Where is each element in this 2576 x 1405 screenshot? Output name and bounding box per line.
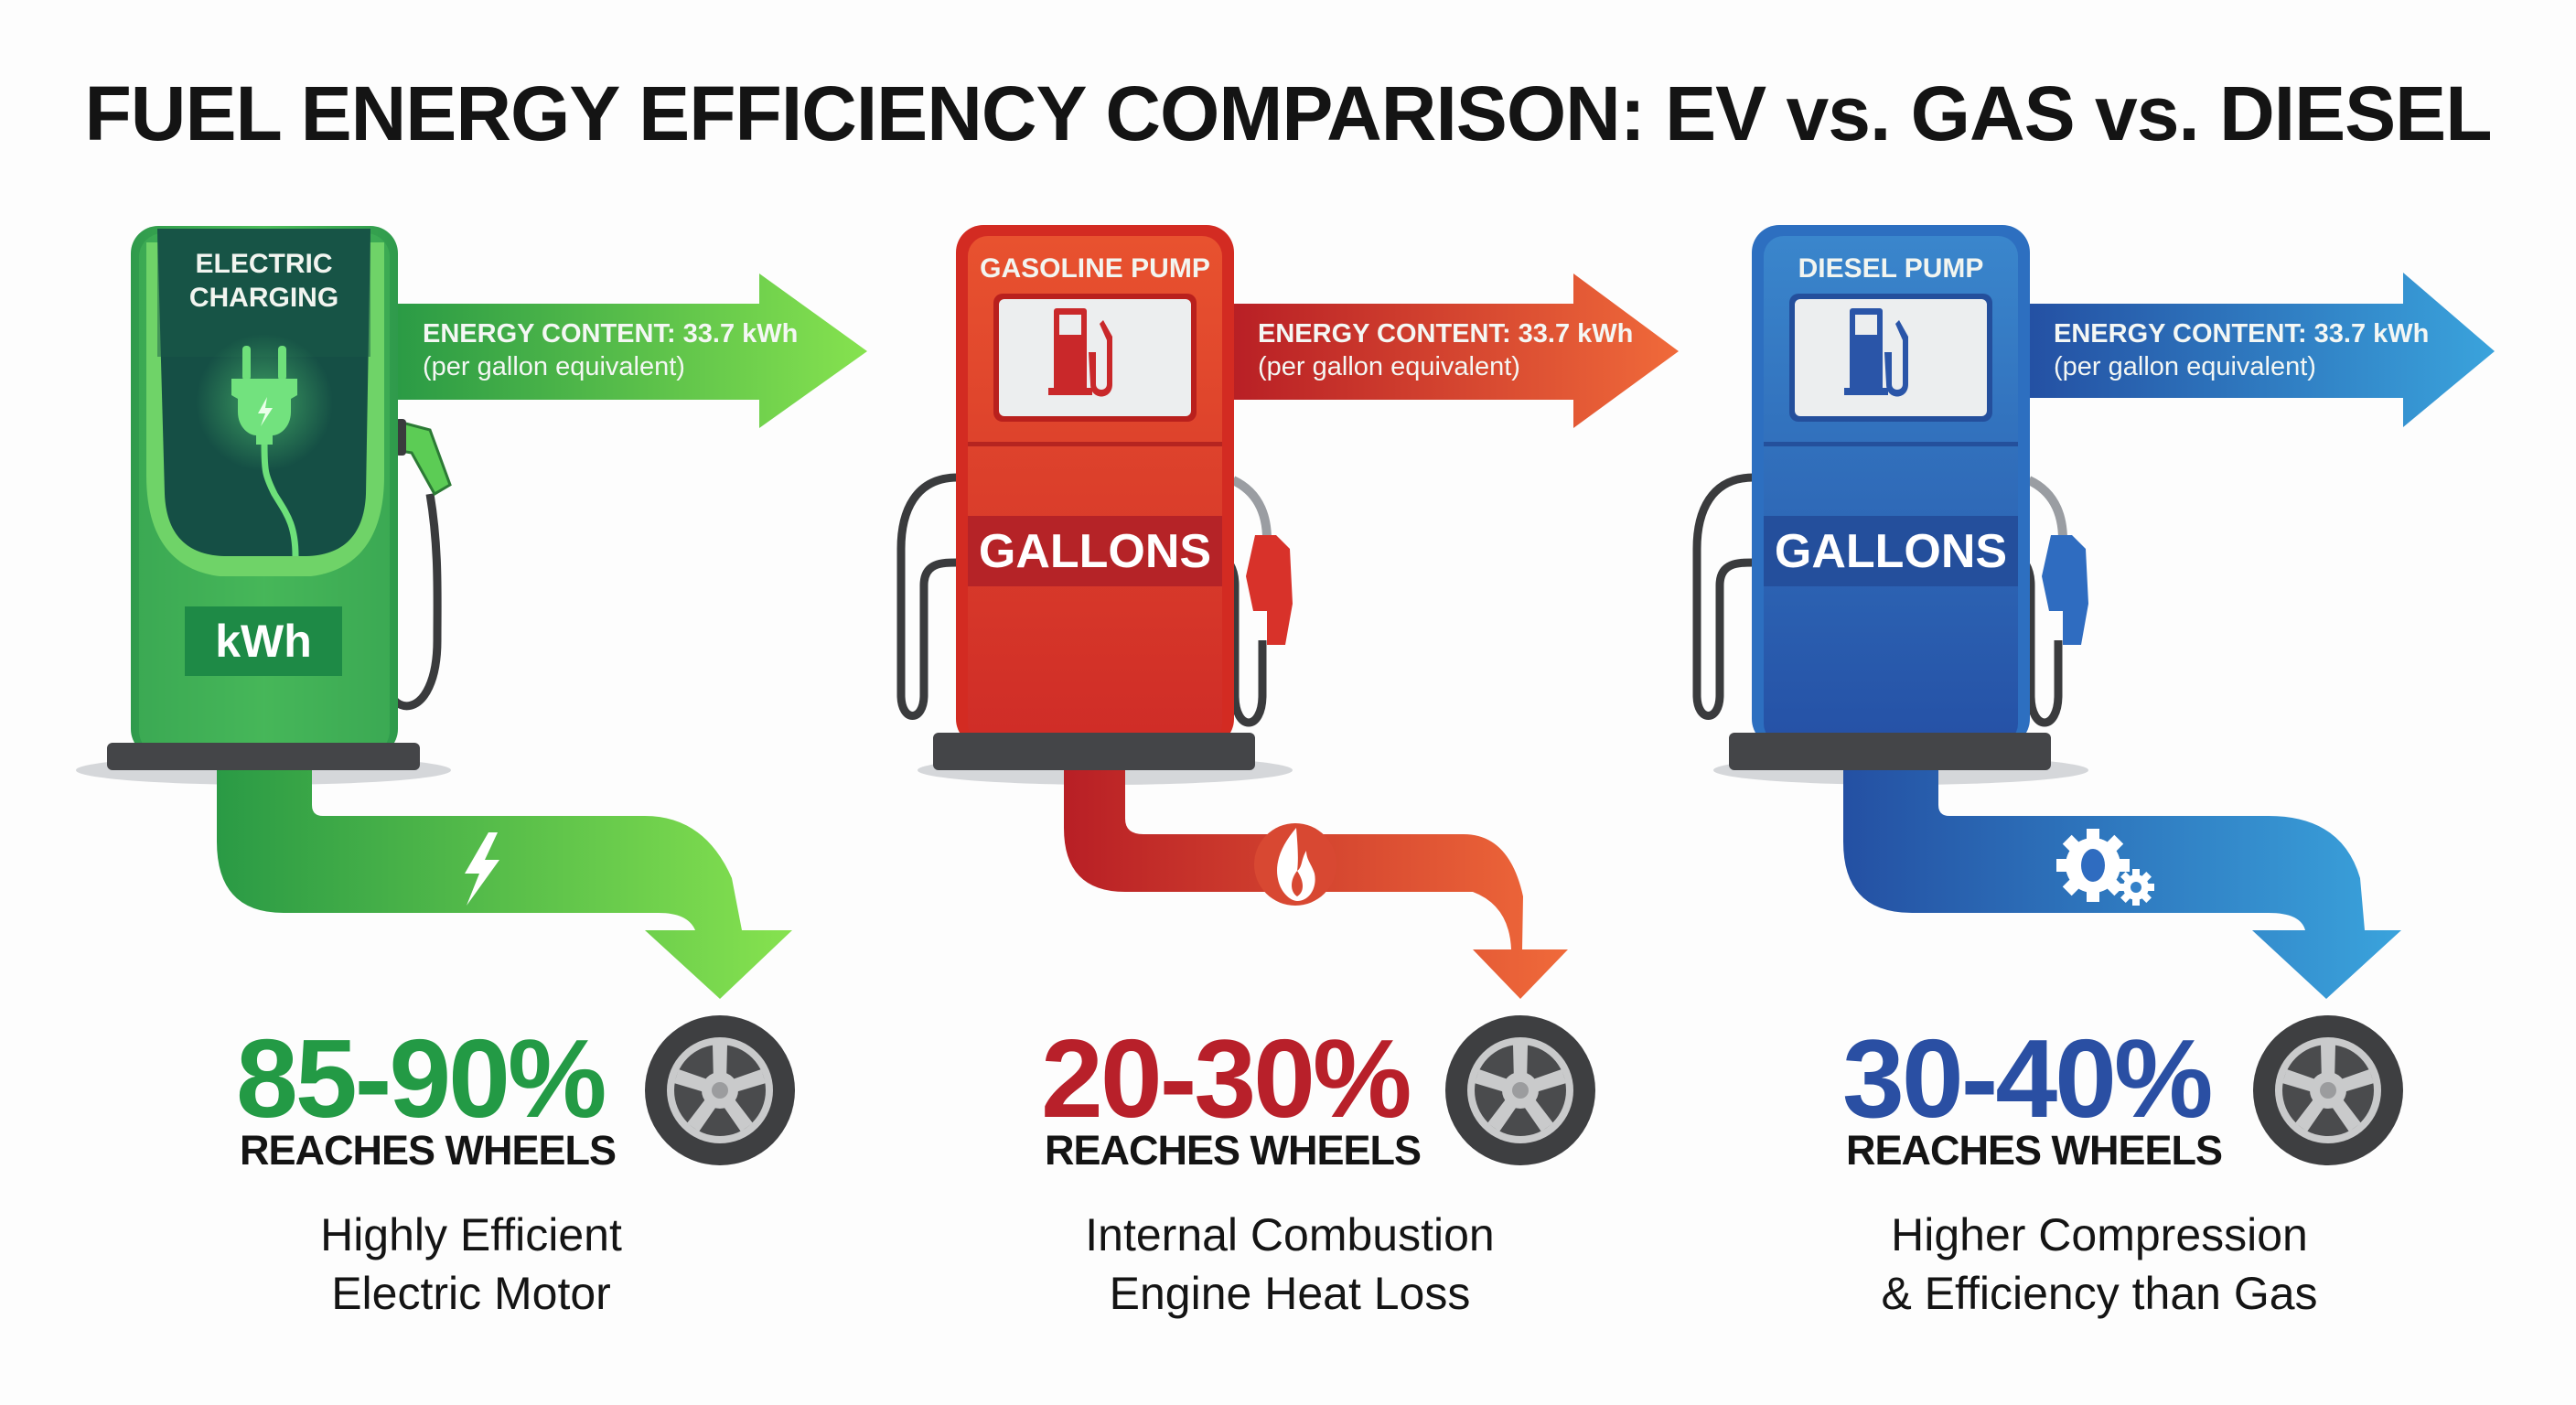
gas-description: Internal Combustion Engine Heat Loss: [1015, 1206, 1564, 1323]
diesel-energy-line1: ENERGY CONTENT: 33.7 kWh: [2054, 319, 2430, 349]
diesel-energy-line2: (per gallon equivalent): [2054, 352, 2316, 381]
ev-charging-station: [76, 226, 867, 1165]
ev-pump-label: ELECTRIC CHARGING: [157, 247, 370, 315]
ev-pump-label-line1: ELECTRIC: [195, 249, 333, 279]
diesel-wheel-icon: [2253, 1015, 2403, 1165]
gas-wheel-icon: [1445, 1015, 1595, 1165]
gas-energy-line1: ENERGY CONTENT: 33.7 kWh: [1258, 319, 1634, 349]
ev-flow-arrow: [217, 770, 792, 999]
ev-description-line2: Electric Motor: [331, 1268, 611, 1319]
gas-unit-band: [968, 516, 1222, 586]
ev-efficiency-value: 85-90%: [236, 1016, 607, 1141]
plug-icon: [231, 346, 299, 557]
gas-description-line1: Internal Combustion: [1085, 1209, 1495, 1260]
gas-pump-label: GASOLINE PUMP: [980, 253, 1210, 284]
ev-pump-base: [107, 743, 420, 770]
diesel-pump-base: [1729, 733, 2051, 770]
gears-icon: [2056, 829, 2154, 906]
page-title: FUEL ENERGY EFFICIENCY COMPARISON: EV vs…: [84, 70, 2492, 156]
ev-energy-content: ENERGY CONTENT: 33.7 kWh (per gallon equ…: [423, 317, 798, 383]
ev-unit-band: [185, 606, 342, 676]
fuel-pump-icon: [1048, 308, 1112, 397]
gas-unit-label: GALLONS: [978, 525, 1212, 578]
gas-reaches-wheels: REACHES WHEELS: [1045, 1127, 1422, 1174]
flame-icon: [1277, 828, 1315, 901]
diesel-pump-label: DIESEL PUMP: [1798, 253, 1984, 284]
ev-description-line1: Highly Efficient: [320, 1209, 622, 1260]
gas-energy-line2: (per gallon equivalent): [1258, 352, 1520, 381]
ev-wheel-icon: [645, 1015, 795, 1165]
ev-energy-line2: (per gallon equivalent): [423, 352, 685, 381]
gas-energy-content: ENERGY CONTENT: 33.7 kWh (per gallon equ…: [1258, 317, 1633, 383]
diesel-pump: [1692, 225, 2495, 1165]
diesel-unit-label: GALLONS: [1774, 525, 2008, 578]
gas-description-line2: Engine Heat Loss: [1109, 1268, 1471, 1319]
ev-energy-line1: ENERGY CONTENT: 33.7 kWh: [423, 319, 799, 349]
gas-nozzle: [1246, 535, 1293, 645]
diesel-energy-arrow: [2026, 273, 2495, 427]
diesel-description-line2: & Efficiency than Gas: [1881, 1268, 2318, 1319]
ev-reaches-wheels: REACHES WHEELS: [240, 1127, 617, 1174]
fuel-pump-icon: [1844, 308, 1908, 397]
ev-unit-label: kWh: [215, 616, 312, 667]
diesel-reaches-wheels: REACHES WHEELS: [1846, 1127, 2223, 1174]
gasoline-pump: [896, 225, 1679, 1165]
diesel-efficiency-value: 30-40%: [1842, 1016, 2214, 1141]
ev-description: Highly Efficient Electric Motor: [220, 1206, 723, 1323]
ev-pump-label-line2: CHARGING: [188, 283, 339, 313]
lightning-icon: [465, 832, 499, 906]
diesel-description-line1: Higher Compression: [1891, 1209, 2308, 1260]
diesel-unit-band: [1764, 516, 2018, 586]
gas-pump-base: [933, 733, 1255, 770]
diesel-description: Higher Compression & Efficiency than Gas: [1825, 1206, 2374, 1323]
gas-efficiency-value: 20-30%: [1041, 1016, 1412, 1141]
ev-energy-arrow: [393, 273, 867, 428]
diesel-nozzle: [2042, 535, 2088, 645]
diesel-energy-content: ENERGY CONTENT: 33.7 kWh (per gallon equ…: [2054, 317, 2429, 383]
gas-energy-arrow: [1230, 273, 1679, 428]
